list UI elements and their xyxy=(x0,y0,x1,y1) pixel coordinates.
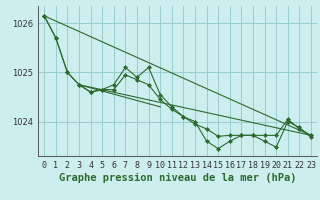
X-axis label: Graphe pression niveau de la mer (hPa): Graphe pression niveau de la mer (hPa) xyxy=(59,173,296,183)
